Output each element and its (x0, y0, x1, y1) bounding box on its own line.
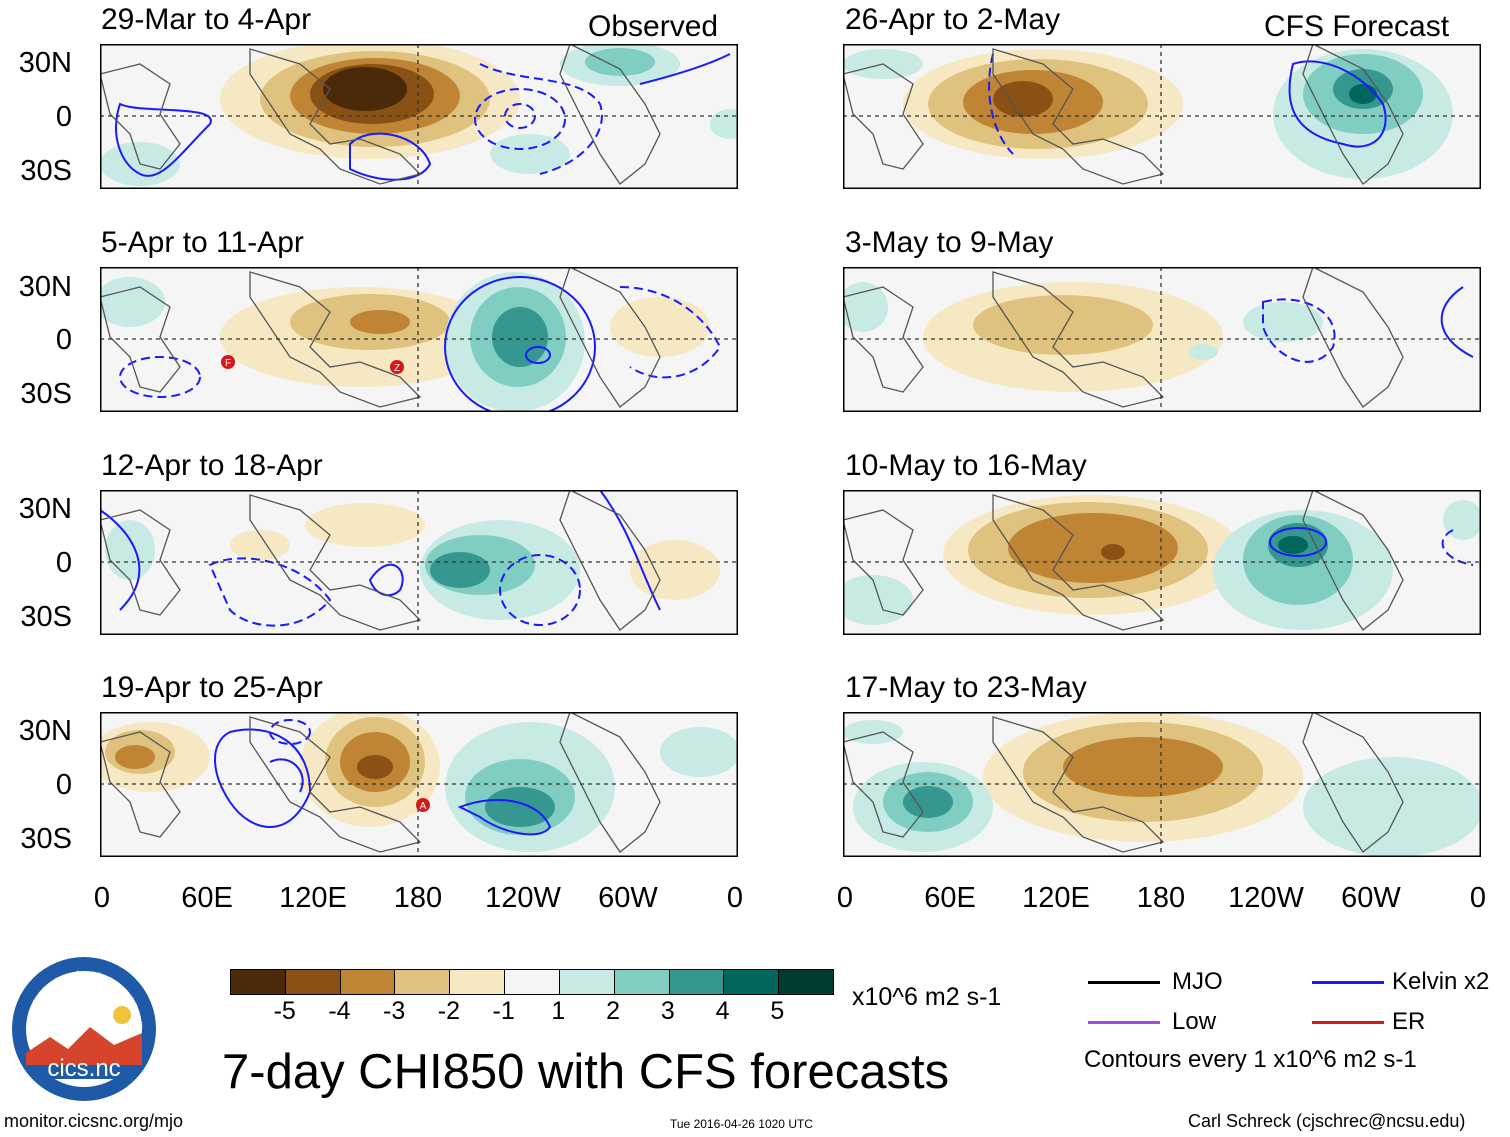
lat-label-30s: 30S (20, 155, 72, 187)
author: Carl Schreck (cjschrec@ncsu.edu) (1188, 1111, 1466, 1131)
panel-title-fc-2: 3-May to 9-May (845, 226, 1054, 259)
lon-label-120w: 120W (1228, 882, 1304, 914)
svg-text:F: F (225, 358, 231, 369)
lat-label-eq: 0 (55, 769, 72, 801)
colorbar-swatch (559, 970, 615, 994)
lon-label-60e: 60E (181, 882, 233, 914)
colorbar-swatch (231, 970, 286, 994)
lon-label-120e: 120E (279, 882, 347, 914)
storm-marker-z: Z (390, 360, 404, 374)
lon-label-0-east: 0 (726, 882, 744, 914)
colorbar-tick-label: 3 (660, 997, 675, 1025)
colorbar (230, 969, 834, 995)
lat-label-30s: 30S (20, 378, 72, 410)
forecast-label: CFS Forecast (1264, 10, 1450, 43)
lon-label-180: 180 (1136, 882, 1186, 914)
colorbar-tick-label: -2 (437, 997, 461, 1025)
timestamp: Tue 2016-04-26 1020 UTC (670, 1117, 813, 1131)
colorbar-tick-label: 2 (606, 997, 621, 1025)
storm-marker-a: A (416, 798, 430, 812)
legend-label-er: ER (1392, 1008, 1426, 1035)
legend-line-kelvin (1312, 981, 1384, 984)
cics-logo: Cooperative Institute for Climate and Sa… (10, 955, 156, 1101)
lon-label-180: 180 (393, 882, 443, 914)
storm-marker-f: F (221, 355, 235, 369)
legend-label-low: Low (1172, 1008, 1217, 1035)
colorbar-swatch (340, 970, 396, 994)
legend-line-low (1088, 1021, 1160, 1024)
lat-label-eq: 0 (55, 547, 72, 579)
lat-label-eq: 0 (55, 101, 72, 133)
lon-label-120e: 120E (1022, 882, 1090, 914)
forecast-map-1 (843, 44, 1481, 189)
colorbar-tick-label: -4 (328, 997, 351, 1025)
panel-title-fc-4: 17-May to 23-May (845, 671, 1087, 704)
colorbar-units: x10^6 m2 s-1 (852, 983, 1002, 1011)
lon-label-60e: 60E (924, 882, 976, 914)
colorbar-tick-label: -1 (492, 997, 515, 1025)
colorbar-swatch (669, 970, 725, 994)
panel-title-obs-3: 12-Apr to 18-Apr (101, 449, 323, 482)
colorbar-swatch (395, 970, 451, 994)
lat-label-30s: 30S (20, 823, 72, 855)
logo-text: cics.nc (47, 1055, 120, 1082)
panel-title-obs-2: 5-Apr to 11-Apr (101, 226, 304, 259)
forecast-map-3 (843, 490, 1481, 635)
lon-label-0-east: 0 (1469, 882, 1487, 914)
forecast-map-2 (843, 267, 1481, 412)
legend-line-er (1312, 1021, 1384, 1024)
legend-line-mjo (1088, 981, 1160, 984)
lat-label-30n: 30N (18, 271, 72, 303)
colorbar-tick-label: 1 (551, 997, 566, 1025)
colorbar-swatch (450, 970, 506, 994)
colorbar-tick-label: -5 (273, 997, 296, 1025)
lat-label-30s: 30S (20, 601, 72, 633)
observed-label: Observed (588, 10, 719, 43)
panel-title-obs-4: 19-Apr to 25-Apr (101, 671, 323, 704)
lon-label-120w: 120W (485, 882, 561, 914)
colorbar-swatch (779, 970, 833, 994)
forecast-map-4 (843, 712, 1481, 857)
lon-label-60w: 60W (1341, 882, 1401, 914)
colorbar-tick-label: -3 (383, 997, 406, 1025)
colorbar-tick-label: 4 (715, 997, 730, 1025)
main-title: 7-day CHI850 with CFS forecasts (222, 1045, 950, 1099)
legend-label-mjo: MJO (1172, 968, 1223, 995)
colorbar-tick-label: 5 (770, 997, 785, 1025)
observed-map-2: F Z (100, 267, 738, 412)
observed-map-1 (100, 44, 738, 189)
lon-label-60w: 60W (598, 882, 658, 914)
colorbar-swatch (614, 970, 670, 994)
lat-label-eq: 0 (55, 324, 72, 356)
colorbar-swatch (505, 970, 560, 994)
lat-label-30n: 30N (18, 715, 72, 747)
lon-label-0: 0 (93, 882, 111, 914)
legend-note: Contours every 1 x10^6 m2 s-1 (1084, 1046, 1417, 1073)
lon-label-0: 0 (836, 882, 854, 914)
svg-text:A: A (420, 801, 427, 812)
lat-label-30n: 30N (18, 47, 72, 79)
colorbar-swatch (724, 970, 780, 994)
panel-title-fc-1: 26-Apr to 2-May (845, 3, 1061, 36)
panel-title-obs-1: 29-Mar to 4-Apr (101, 3, 312, 36)
panel-title-fc-3: 10-May to 16-May (845, 449, 1087, 482)
svg-text:Z: Z (394, 363, 400, 374)
colorbar-swatch (285, 970, 341, 994)
lat-label-30n: 30N (18, 493, 72, 525)
observed-map-3 (100, 490, 738, 635)
footer-url: monitor.cicsnc.org/mjo (4, 1111, 184, 1131)
observed-map-4: A (100, 712, 738, 857)
legend-label-kelvin: Kelvin x2 (1392, 968, 1490, 995)
